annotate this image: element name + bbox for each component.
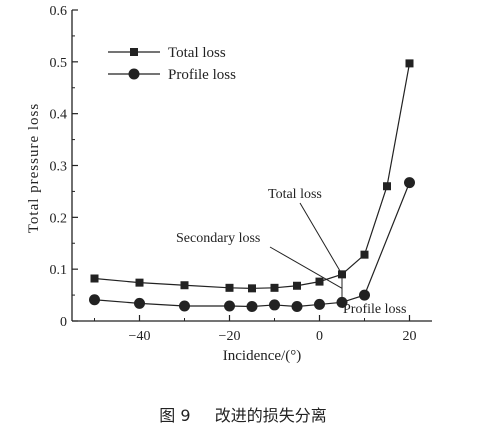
figure-title: 改进的损失分离 xyxy=(214,406,327,425)
data-point-circle xyxy=(89,294,100,306)
legend-label: Total loss xyxy=(168,45,226,61)
annotations: Total loss Secondary loss Profile loss xyxy=(176,187,406,317)
data-point-circle xyxy=(269,299,280,311)
legend-marker-circle xyxy=(128,68,140,80)
figure-label: 图 9 xyxy=(159,406,191,425)
x-tick-label: 0 xyxy=(316,329,323,344)
y-tick-label: 0.3 xyxy=(50,160,68,175)
y-tick-label: 0.2 xyxy=(50,211,68,226)
legend-marker-square xyxy=(130,48,138,56)
data-point-square xyxy=(90,274,99,283)
data-point-square xyxy=(135,278,144,287)
legend: Total loss Profile loss xyxy=(108,45,236,83)
data-point-circle xyxy=(359,289,370,301)
figure-caption: 图 9 改进的损失分离 xyxy=(0,402,486,426)
data-point-square xyxy=(270,283,279,292)
data-point-square xyxy=(180,281,189,290)
data-point-circle xyxy=(404,177,415,189)
series-total-loss xyxy=(90,59,414,293)
data-point-square xyxy=(315,277,324,286)
annotation-label: Total loss xyxy=(268,187,322,202)
data-point-square xyxy=(383,182,391,191)
annotation-label: Secondary loss xyxy=(176,231,260,246)
series-line xyxy=(94,63,411,289)
annotation-label: Profile loss xyxy=(343,302,406,317)
y-axis-title: Total pressure loss xyxy=(26,103,42,233)
y-tick-label: 0.4 xyxy=(50,108,68,123)
legend-label: Profile loss xyxy=(168,67,236,83)
data-point-circle xyxy=(314,298,325,310)
y-tick-label: 0 xyxy=(60,315,67,330)
data-point-square xyxy=(225,283,234,292)
y-tick-label: 0.1 xyxy=(50,263,68,278)
chart: 0 0.1 0.2 0.3 0.4 0.5 0.6 −40 −20 0 20 Total loss S… xyxy=(26,4,432,364)
data-point-circle xyxy=(134,297,145,309)
data-point-circle xyxy=(224,300,235,312)
series-profile-loss xyxy=(89,177,415,312)
data-point-square xyxy=(360,250,369,259)
y-tick-label: 0.6 xyxy=(50,4,68,19)
ticks: 0 0.1 0.2 0.3 0.4 0.5 0.6 −40 −20 0 20 xyxy=(50,4,417,344)
x-axis-title: Incidence/(°) xyxy=(223,348,301,364)
annotation-leader xyxy=(269,246,343,289)
data-point-circle xyxy=(291,300,303,312)
axes xyxy=(71,10,432,322)
x-tick-label: −40 xyxy=(129,329,151,344)
x-tick-label: −20 xyxy=(219,329,241,344)
series-group xyxy=(89,59,415,312)
y-tick-label: 0.5 xyxy=(50,56,68,71)
data-point-square xyxy=(293,281,301,290)
data-point-circle xyxy=(246,300,258,312)
data-point-square xyxy=(405,59,414,68)
annotation-leader xyxy=(341,302,344,309)
plot-area: 0 0.1 0.2 0.3 0.4 0.5 0.6 −40 −20 0 20 Total loss S… xyxy=(50,4,432,344)
data-point-circle xyxy=(179,300,190,312)
data-point-square xyxy=(248,284,256,293)
x-tick-label: 20 xyxy=(403,329,417,344)
annotation-leader xyxy=(299,202,343,275)
